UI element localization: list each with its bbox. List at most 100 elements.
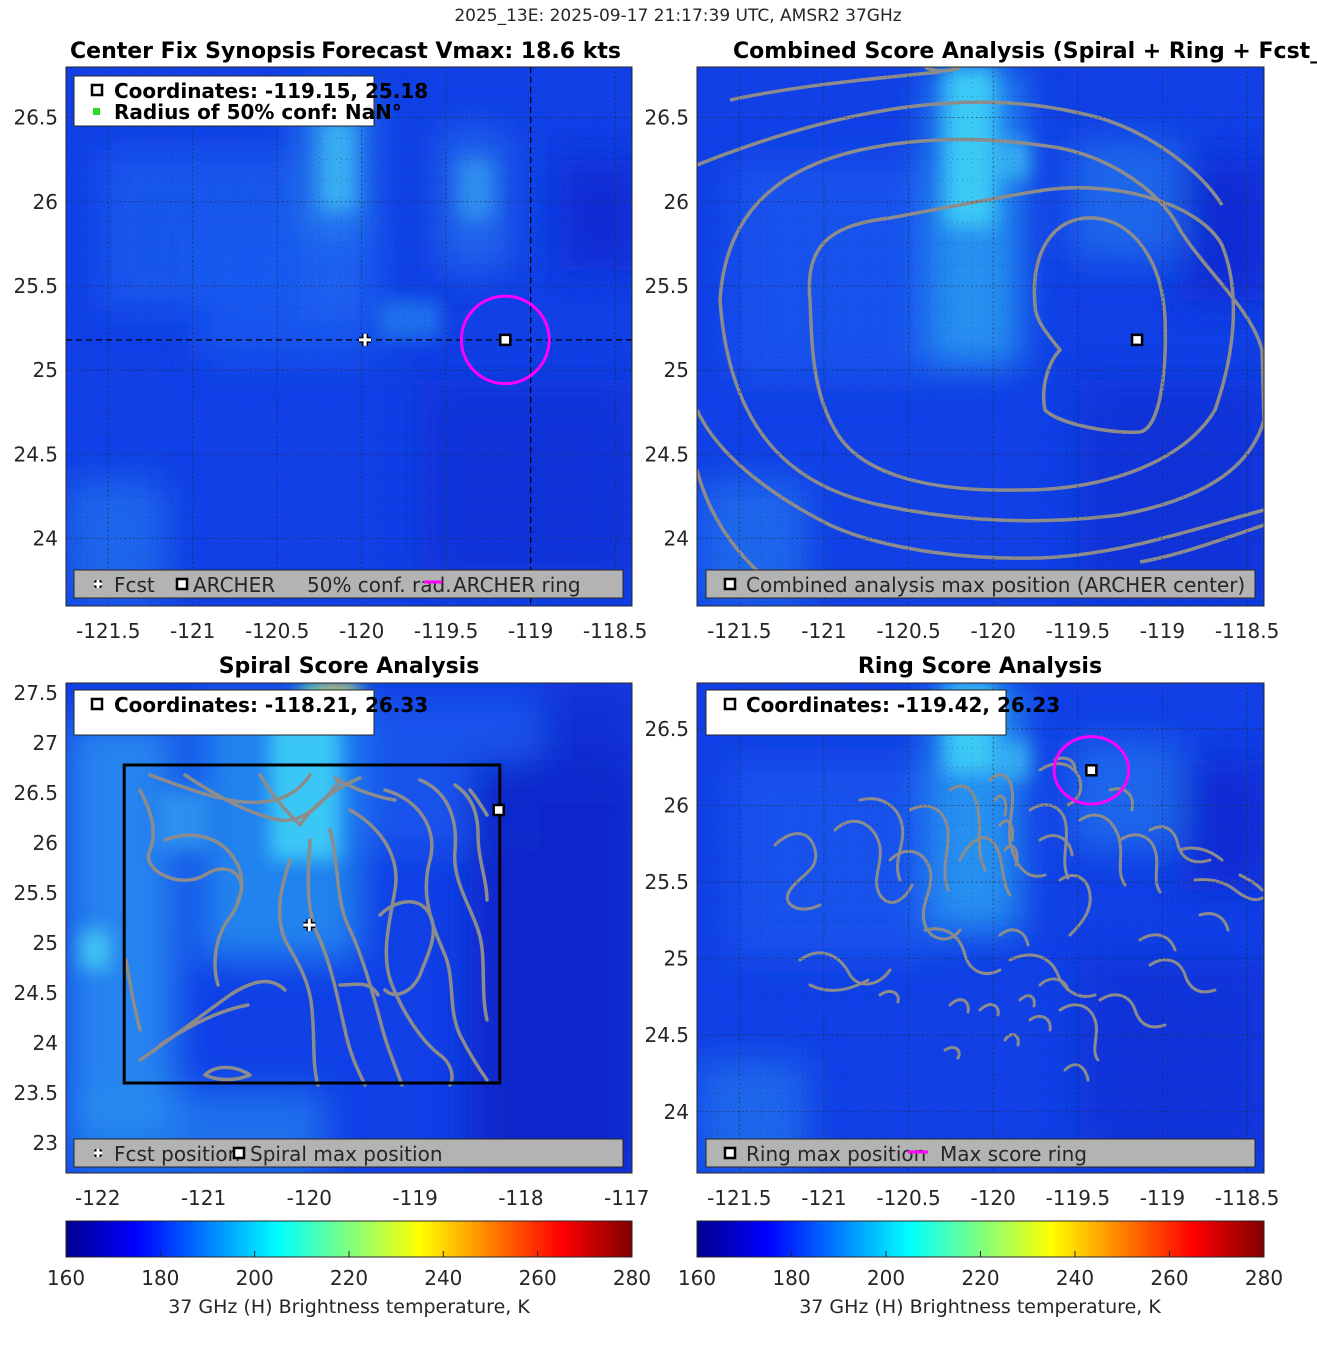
x-tick-label: -117 [604, 1186, 649, 1210]
y-tick-label: 26 [664, 190, 689, 214]
combined-contours [697, 67, 1264, 592]
y-tick-label: 24 [664, 1100, 689, 1124]
x-tick-label: -118.5 [1215, 1186, 1279, 1210]
y-tick-label: 23.5 [13, 1081, 58, 1105]
synopsis-title-right: Forecast Vmax: 18.6 kts [321, 39, 621, 64]
x-tick-label: -121 [801, 619, 846, 643]
x-tick-label: -120 [339, 619, 384, 643]
y-tick-label: 26.5 [13, 106, 58, 130]
ring-info-box: Coordinates: -119.42, 26.23 [705, 689, 1060, 736]
score-ring [1052, 735, 1131, 806]
x-tick-label: -121 [170, 619, 215, 643]
synopsis-legend: Fcst ARCHER 50% conf. rad. ARCHER ring [73, 569, 624, 599]
search-box-rect [122, 763, 502, 1085]
legend-ring-max: Ring max position [746, 1142, 926, 1166]
ring-heatmap [697, 683, 1264, 1173]
y-tick-label: 26 [33, 190, 58, 214]
colorbar-left-label: 37 GHz (H) Brightness temperature, K [168, 1296, 530, 1318]
y-tick-label: 24 [33, 1031, 58, 1055]
ring-panel: Ring Score Analysis [644, 654, 1279, 1210]
legend-spiral-max: Spiral max position [250, 1142, 443, 1166]
y-tick-label: 26 [664, 794, 689, 818]
y-tick-label: 25 [664, 947, 689, 971]
legend-fcst: Fcst [114, 573, 155, 597]
combined-xtick-labels: -121.5 -121 -120.5 -120 -119.5 -119 -118.5 [707, 619, 1279, 643]
spiral-legend: Fcst position Spiral max position [73, 1138, 624, 1168]
spiral-coordinates: Coordinates: -118.21, 26.33 [114, 693, 428, 717]
synopsis-crosshair [66, 67, 632, 606]
combined-legend: Combined analysis max position (ARCHER c… [705, 569, 1256, 599]
y-tick-label: 24 [33, 527, 58, 551]
y-tick-label: 25 [664, 358, 689, 382]
x-tick-label: -120 [287, 1186, 332, 1210]
spiral-title: Spiral Score Analysis [219, 654, 480, 679]
white-cross-icon [94, 1149, 102, 1157]
y-tick-label: 26.5 [644, 106, 689, 130]
legend-fcst-position: Fcst position [114, 1142, 240, 1166]
y-tick-label: 27.5 [13, 681, 58, 705]
x-tick-label: -118 [498, 1186, 543, 1210]
synopsis-ytick-labels: 24 24.5 25 25.5 26 26.5 [13, 106, 58, 551]
y-tick-label: 25.5 [644, 274, 689, 298]
x-tick-label: -121.5 [707, 619, 771, 643]
x-tick-label: -120.5 [245, 619, 309, 643]
x-tick-label: -120.5 [876, 619, 940, 643]
y-tick-label: 26.5 [13, 781, 58, 805]
spiral-contours [124, 773, 489, 1087]
colorbar-tick-label: 160 [678, 1266, 716, 1290]
synopsis-heatmap [66, 67, 632, 606]
archer-square-marker [499, 333, 512, 347]
colorbar-tick-label: 220 [961, 1266, 999, 1290]
x-tick-label: -119.5 [1046, 619, 1110, 643]
y-tick-label: 24.5 [13, 442, 58, 466]
score-ring [459, 294, 551, 386]
y-tick-label: 25.5 [13, 881, 58, 905]
forecast-cross-marker [303, 919, 316, 931]
spiral-info-box: Coordinates: -118.21, 26.33 [73, 689, 428, 736]
colorbar-tick-label: 280 [1245, 1266, 1283, 1290]
x-tick-label: -118.5 [1215, 619, 1279, 643]
x-tick-label: -119 [392, 1186, 437, 1210]
y-tick-label: 25.5 [644, 870, 689, 894]
y-tick-label: 24.5 [644, 442, 689, 466]
ring-axes-frame [696, 682, 1265, 1174]
y-tick-label: 25.5 [13, 274, 58, 298]
square-marker-icon [90, 697, 104, 711]
legend-max-score-ring: Max score ring [940, 1142, 1087, 1166]
combined-grid [696, 67, 1264, 606]
x-tick-label: -120.5 [876, 1186, 940, 1210]
square-marker-icon [232, 1146, 246, 1160]
ring-contours [773, 756, 1264, 1082]
synopsis-overlay [359, 294, 551, 386]
colorbar-left-ticks: 160 180 200 220 240 260 280 [47, 1251, 651, 1290]
square-marker-icon [723, 697, 737, 711]
colorbar-right-ticks: 160 180 200 220 240 260 280 [678, 1251, 1283, 1290]
square-marker-icon [175, 577, 189, 591]
x-tick-label: -121.5 [76, 619, 140, 643]
x-tick-label: -119 [1140, 619, 1185, 643]
spiral-search-box [122, 763, 502, 1085]
white-cross-icon [94, 580, 102, 588]
spiral-heatmap [66, 683, 632, 1173]
spiral-axes-frame [65, 682, 633, 1174]
colorbar-tick-label: 200 [236, 1266, 274, 1290]
archer-square-marker [1130, 333, 1144, 347]
forecast-cross-marker [359, 333, 372, 346]
colorbar-tick-label: 240 [1056, 1266, 1094, 1290]
y-tick-label: 24.5 [13, 981, 58, 1005]
combined-panel: Combined Score Analysis (Spiral + Ring +… [644, 39, 1317, 643]
synopsis-xtick-labels: -121.5 -121 -120.5 -120 -119.5 -119 -118.5 [76, 619, 647, 643]
y-tick-label: 24 [664, 527, 689, 551]
colorbar-left: 160 180 200 220 240 260 280 37 GHz (H) Brightn… [47, 1220, 651, 1318]
synopsis-title-left: Center Fix Synopsis [70, 39, 316, 64]
y-tick-label: 23 [33, 1131, 58, 1155]
y-tick-label: 27 [33, 731, 58, 755]
synopsis-confidence-radius: Radius of 50% conf: NaN° [114, 100, 402, 124]
ring-title: Ring Score Analysis [858, 654, 1102, 679]
y-tick-label: 26.5 [644, 717, 689, 741]
legend-archer: ARCHER [193, 573, 275, 597]
x-tick-label: -119.5 [1046, 1186, 1110, 1210]
ring-overlay [1052, 735, 1131, 806]
confidence-dot-icon [93, 108, 100, 115]
legend-archer-ring: ARCHER ring [453, 573, 581, 597]
